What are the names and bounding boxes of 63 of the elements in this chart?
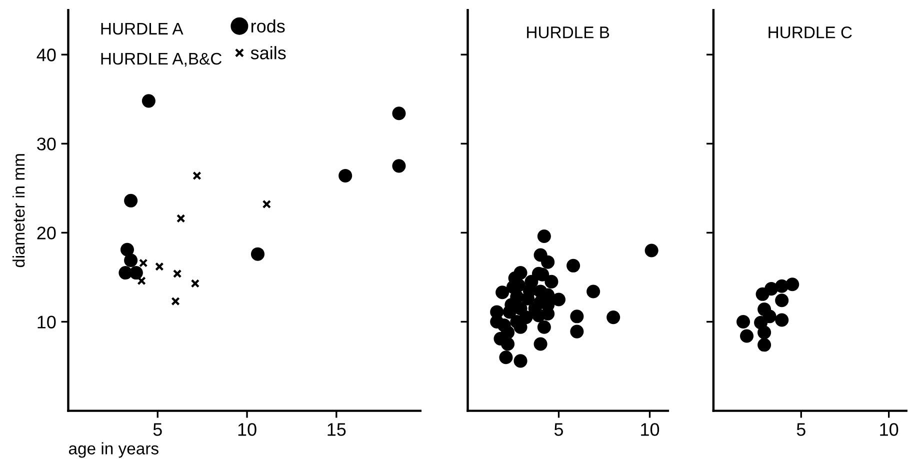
legend-label: sails (250, 46, 286, 60)
point (586, 284, 600, 298)
point (537, 230, 551, 244)
y-axis-title: diameter in mm (12, 154, 25, 268)
point (172, 269, 182, 278)
point (522, 284, 536, 298)
y-tick-label: 20 (37, 226, 56, 240)
point (644, 244, 658, 258)
annotation: HURDLE A (101, 22, 184, 35)
point (537, 320, 551, 334)
point (758, 326, 772, 340)
point (502, 305, 516, 319)
x-tick-label: 5 (554, 423, 564, 436)
text: HURDLE B (527, 26, 610, 38)
point (499, 350, 513, 364)
point (756, 287, 770, 301)
x-tick-label: 5 (796, 423, 806, 436)
x-tick-label: 10 (238, 423, 256, 436)
point (338, 168, 352, 182)
x-tick-label: 15 (328, 423, 346, 436)
point (176, 214, 186, 223)
point (124, 254, 138, 268)
point (570, 310, 584, 324)
point (171, 296, 180, 306)
point (392, 106, 406, 120)
point (532, 308, 546, 322)
text: HURDLE C (768, 26, 852, 38)
x-tick-label: 10 (641, 423, 660, 436)
point (736, 314, 750, 329)
point (541, 255, 555, 269)
x-tick-label: 5 (153, 423, 162, 436)
point (120, 242, 134, 256)
point (552, 292, 566, 306)
point (606, 310, 620, 324)
point (775, 294, 789, 308)
x-tick-label: 10 (880, 423, 898, 436)
point (190, 279, 200, 288)
point (514, 354, 528, 368)
point (392, 159, 406, 173)
point (775, 313, 789, 327)
annotation: HURDLE A,B&C (101, 52, 222, 67)
point (501, 337, 515, 351)
point (138, 258, 148, 268)
point (129, 266, 143, 280)
point (544, 274, 558, 288)
y-tick-label: 10 (38, 316, 56, 328)
point (262, 200, 272, 209)
point (250, 247, 265, 261)
point (534, 337, 548, 351)
point (570, 324, 584, 338)
point (124, 194, 138, 208)
point (192, 171, 202, 180)
point (142, 94, 156, 108)
point (137, 276, 146, 286)
point (566, 258, 580, 272)
point (758, 338, 772, 352)
point (496, 286, 510, 300)
y-tick-label: 30 (37, 138, 56, 150)
point (740, 329, 754, 343)
legend-label: rods (251, 19, 285, 33)
x-axis-title: age in years (68, 442, 158, 458)
y-tick-label: 40 (36, 48, 56, 62)
point (155, 262, 164, 271)
